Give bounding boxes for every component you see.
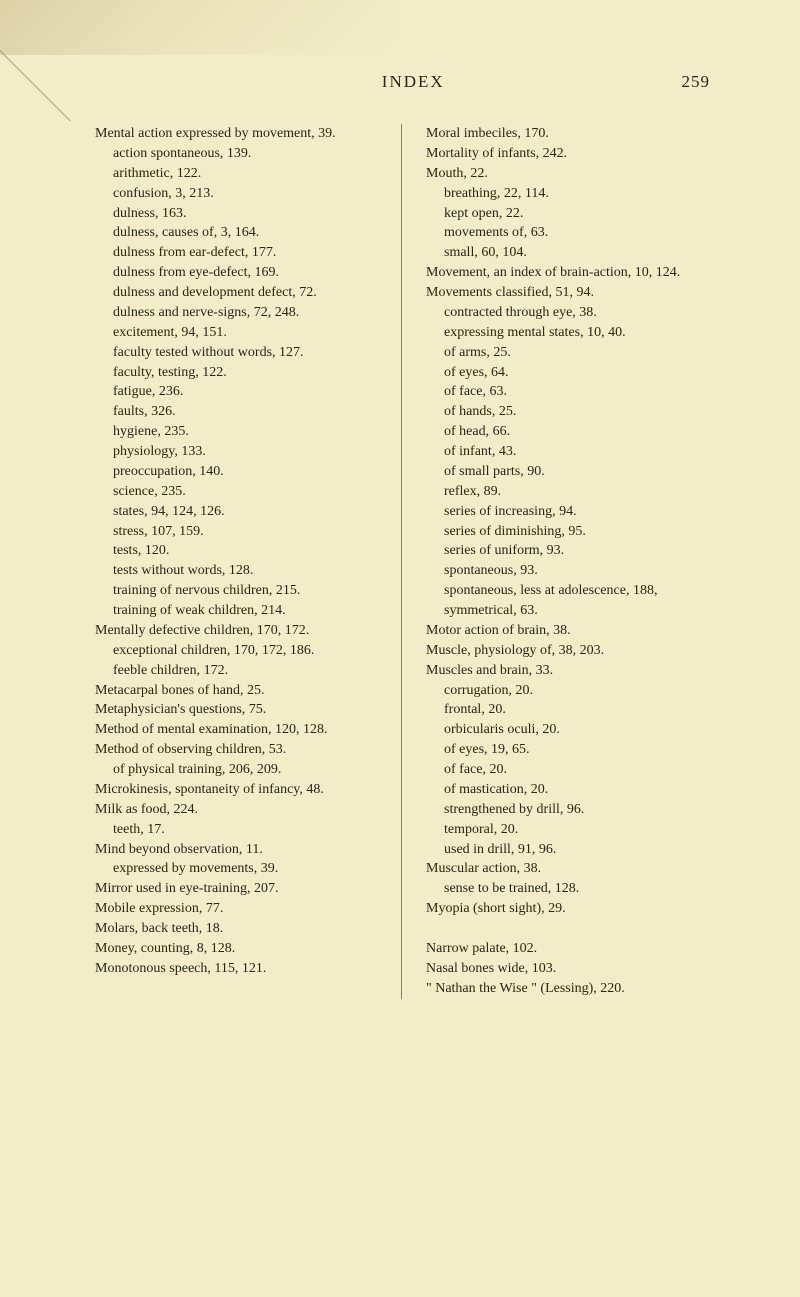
index-content: Mental action expressed by movement, 39.… — [95, 124, 720, 999]
index-sub-entry: dulness and development defect, 72. — [95, 283, 389, 303]
index-sub-entry: training of weak children, 214. — [95, 601, 389, 621]
index-sub-entry: excitement, 94, 151. — [95, 323, 389, 343]
header-title: INDEX — [145, 72, 682, 92]
index-entry: Mental action expressed by movement, 39. — [95, 124, 389, 144]
index-sub-entry: physiology, 133. — [95, 442, 389, 462]
index-sub-entry: hygiene, 235. — [95, 422, 389, 442]
index-sub-entry: of mastication, 20. — [426, 780, 720, 800]
index-sub-entry: of face, 63. — [426, 382, 720, 402]
left-column: Mental action expressed by movement, 39.… — [95, 124, 402, 999]
index-sub-entry: orbicularis oculi, 20. — [426, 720, 720, 740]
index-sub-entry: of head, 66. — [426, 422, 720, 442]
index-entry: Muscles and brain, 33. — [426, 661, 720, 681]
index-entry: " Nathan the Wise " (Lessing), 220. — [426, 979, 720, 999]
index-sub-entry: series of diminishing, 95. — [426, 522, 720, 542]
index-sub-entry: expressing mental states, 10, 40. — [426, 323, 720, 343]
index-sub-entry: fatigue, 236. — [95, 382, 389, 402]
index-sub-entry: dulness from ear-defect, 177. — [95, 243, 389, 263]
index-sub-entry: feeble children, 172. — [95, 661, 389, 681]
index-entry: Movements classified, 51, 94. — [426, 283, 720, 303]
index-entry: Muscle, physiology of, 38, 203. — [426, 641, 720, 661]
index-sub-entry: small, 60, 104. — [426, 243, 720, 263]
index-entry — [426, 919, 720, 939]
index-entry: Muscular action, 38. — [426, 859, 720, 879]
index-sub-entry: of arms, 25. — [426, 343, 720, 363]
index-sub-entry: teeth, 17. — [95, 820, 389, 840]
index-sub-entry: strengthened by drill, 96. — [426, 800, 720, 820]
index-entry: Narrow palate, 102. — [426, 939, 720, 959]
index-sub-entry: states, 94, 124, 126. — [95, 502, 389, 522]
index-sub-entry: preoccupation, 140. — [95, 462, 389, 482]
index-sub-entry: corrugation, 20. — [426, 681, 720, 701]
page-fold-line — [0, 50, 71, 177]
index-sub-entry: faculty, testing, 122. — [95, 363, 389, 383]
index-sub-entry: of infant, 43. — [426, 442, 720, 462]
index-sub-entry: sense to be trained, 128. — [426, 879, 720, 899]
index-sub-entry: exceptional children, 170, 172, 186. — [95, 641, 389, 661]
right-column: Moral imbeciles, 170.Mortality of infant… — [426, 124, 720, 999]
index-sub-entry: of eyes, 19, 65. — [426, 740, 720, 760]
page-header: INDEX 259 — [95, 72, 720, 92]
index-entry: Molars, back teeth, 18. — [95, 919, 389, 939]
index-sub-entry: arithmetic, 122. — [95, 164, 389, 184]
index-sub-entry: action spontaneous, 139. — [95, 144, 389, 164]
index-sub-entry: confusion, 3, 213. — [95, 184, 389, 204]
index-sub-entry: spontaneous, 93. — [426, 561, 720, 581]
index-entry: Moral imbeciles, 170. — [426, 124, 720, 144]
index-sub-entry: contracted through eye, 38. — [426, 303, 720, 323]
index-sub-entry: frontal, 20. — [426, 700, 720, 720]
index-entry: Method of observing children, 53. — [95, 740, 389, 760]
index-entry: Mentally defective children, 170, 172. — [95, 621, 389, 641]
index-entry: Microkinesis, spontaneity of infancy, 48… — [95, 780, 389, 800]
index-sub-entry: temporal, 20. — [426, 820, 720, 840]
index-sub-entry: used in drill, 91, 96. — [426, 840, 720, 860]
index-sub-entry: dulness, 163. — [95, 204, 389, 224]
index-entry: Mobile expression, 77. — [95, 899, 389, 919]
index-sub-entry: dulness from eye-defect, 169. — [95, 263, 389, 283]
index-sub-entry: stress, 107, 159. — [95, 522, 389, 542]
page-container: INDEX 259 Mental action expressed by mov… — [95, 72, 720, 1247]
page-aging-smudge — [0, 0, 400, 55]
index-entry: Metacarpal bones of hand, 25. — [95, 681, 389, 701]
index-entry: Money, counting, 8, 128. — [95, 939, 389, 959]
index-sub-entry: of small parts, 90. — [426, 462, 720, 482]
index-entry: Mind beyond observation, 11. — [95, 840, 389, 860]
index-sub-entry: of physical training, 206, 209. — [95, 760, 389, 780]
index-sub-entry: expressed by movements, 39. — [95, 859, 389, 879]
index-sub-entry: of face, 20. — [426, 760, 720, 780]
index-entry: Metaphysician's questions, 75. — [95, 700, 389, 720]
index-sub-entry: series of increasing, 94. — [426, 502, 720, 522]
index-entry: Method of mental examination, 120, 128. — [95, 720, 389, 740]
index-entry: Monotonous speech, 115, 121. — [95, 959, 389, 979]
index-sub-entry: faculty tested without words, 127. — [95, 343, 389, 363]
page-number: 259 — [682, 72, 711, 92]
index-sub-entry: dulness, causes of, 3, 164. — [95, 223, 389, 243]
index-sub-entry: of eyes, 64. — [426, 363, 720, 383]
index-sub-entry: reflex, 89. — [426, 482, 720, 502]
index-sub-entry: series of uniform, 93. — [426, 541, 720, 561]
index-sub-entry: of hands, 25. — [426, 402, 720, 422]
index-sub-entry: training of nervous children, 215. — [95, 581, 389, 601]
index-entry: Mortality of infants, 242. — [426, 144, 720, 164]
index-entry: Myopia (short sight), 29. — [426, 899, 720, 919]
index-sub-entry: movements of, 63. — [426, 223, 720, 243]
index-sub-entry: symmetrical, 63. — [426, 601, 720, 621]
index-sub-entry: breathing, 22, 114. — [426, 184, 720, 204]
index-entry: Movement, an index of brain-action, 10, … — [426, 263, 720, 283]
index-entry: Mirror used in eye-training, 207. — [95, 879, 389, 899]
index-sub-entry: faults, 326. — [95, 402, 389, 422]
index-entry: Mouth, 22. — [426, 164, 720, 184]
index-sub-entry: tests, 120. — [95, 541, 389, 561]
index-sub-entry: spontaneous, less at adolescence, 188, — [426, 581, 720, 601]
index-entry: Motor action of brain, 38. — [426, 621, 720, 641]
index-sub-entry: kept open, 22. — [426, 204, 720, 224]
index-sub-entry: tests without words, 128. — [95, 561, 389, 581]
index-entry: Nasal bones wide, 103. — [426, 959, 720, 979]
index-entry: Milk as food, 224. — [95, 800, 389, 820]
index-sub-entry: science, 235. — [95, 482, 389, 502]
index-sub-entry: dulness and nerve-signs, 72, 248. — [95, 303, 389, 323]
